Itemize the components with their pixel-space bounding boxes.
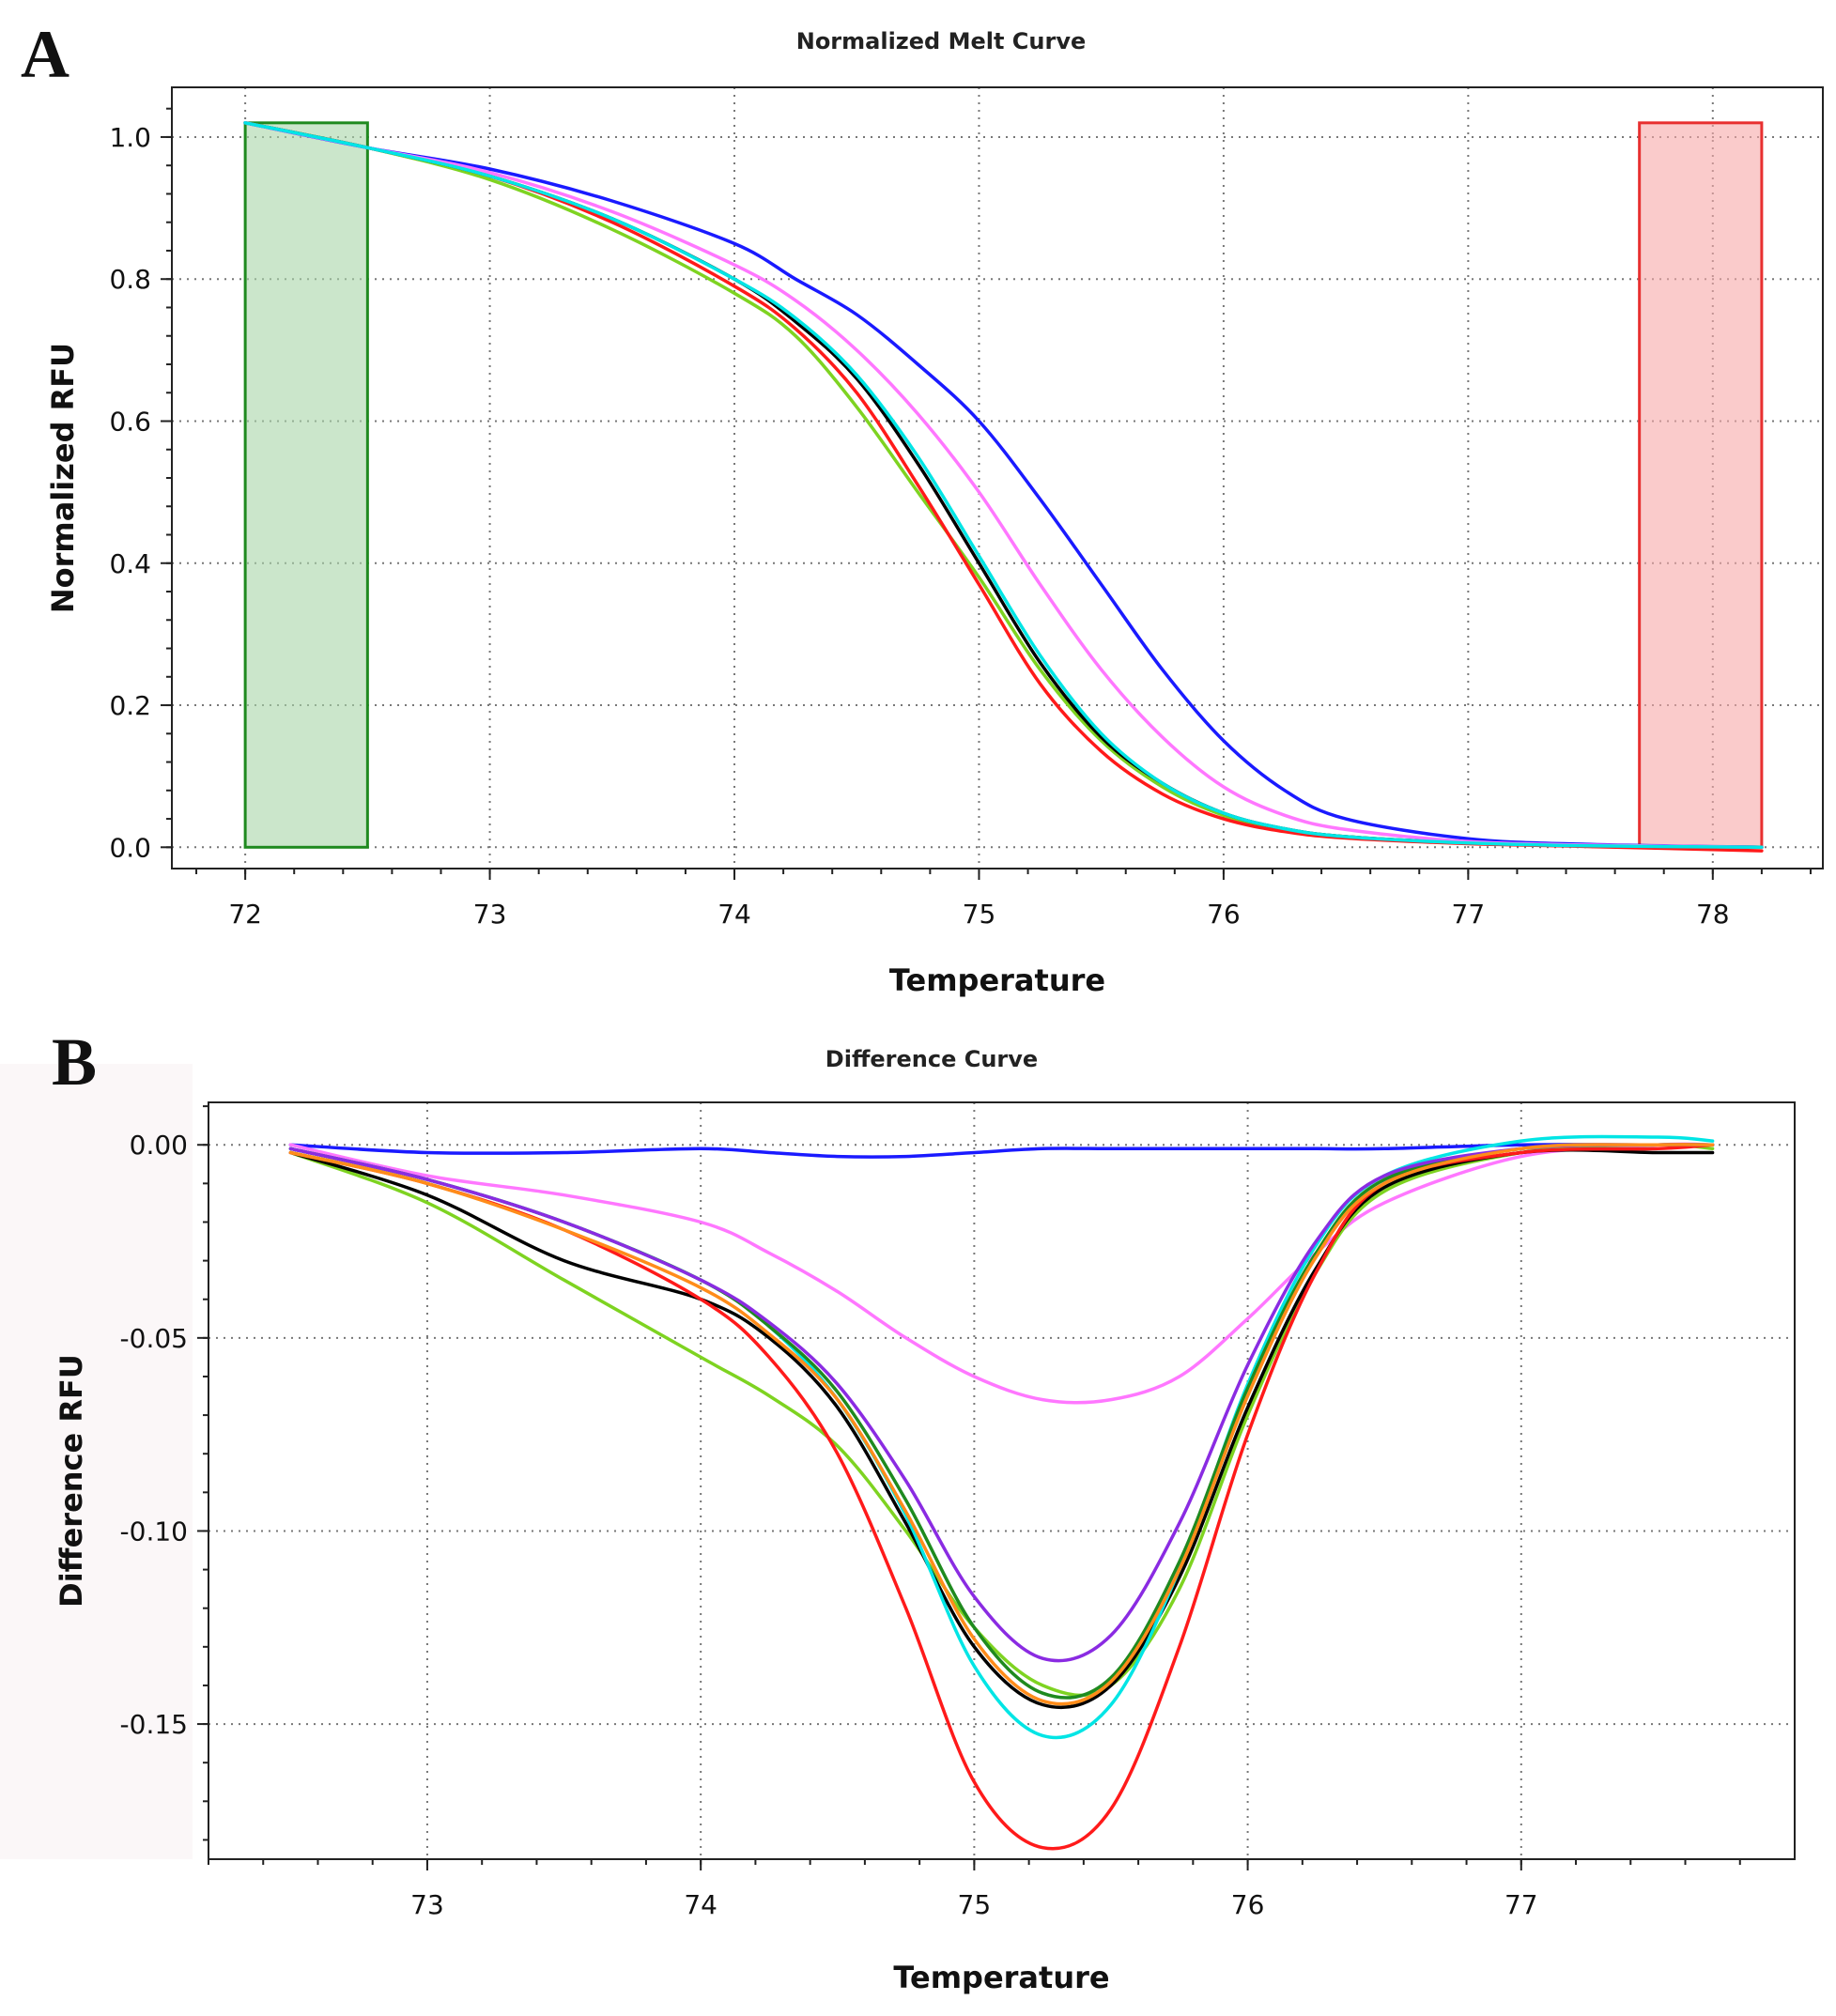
- panel-a-melt-curve: A Normalized Melt Curve 72 73 74 75 76 77 78 0.…: [21, 17, 1824, 998]
- panel-b-difference-curve: B Difference Curve 73 74 75 76 77 0.00 -0.05 -0…: [0, 1024, 1796, 1995]
- panel-b-letter: B: [52, 1024, 97, 1100]
- b-series-cyan: [288, 1134, 1715, 1740]
- a-y-tick-label: 0.8: [109, 264, 151, 295]
- b-y-tick-label: -0.05: [120, 1323, 188, 1354]
- a-series-black: [243, 121, 1764, 850]
- a-x-tick-label: 77: [1452, 899, 1486, 930]
- a-x-tick-label: 78: [1696, 899, 1730, 930]
- panel-b-series: [288, 1134, 1715, 1851]
- a-y-tick-label: 0.6: [109, 406, 151, 437]
- b-series-purple: [288, 1143, 1715, 1663]
- panel-a-x-axis-label: Temperature: [889, 962, 1105, 998]
- a-y-tick-label: 0.4: [109, 548, 151, 579]
- b-series-blue: [288, 1143, 1715, 1159]
- a-series-green: [243, 121, 1764, 850]
- a-x-tick-label: 76: [1207, 899, 1241, 930]
- panel-b-title: Difference Curve: [825, 1046, 1038, 1072]
- a-x-tick-label: 73: [473, 899, 507, 930]
- panel-b-y-axis-label: Difference RFU: [54, 1354, 89, 1608]
- panel-b-ticks: 73 74 75 76 77 0.00 -0.05 -0.10 -0.15: [120, 1105, 1741, 1920]
- b-series-orange: [288, 1143, 1715, 1706]
- b-series-black: [288, 1148, 1715, 1710]
- a-y-tick-label: 0.2: [109, 690, 151, 721]
- b-series-red: [288, 1143, 1715, 1851]
- b-x-tick-label: 73: [410, 1889, 444, 1920]
- panel-b-plot-frame: [208, 1101, 1796, 1860]
- a-x-tick-label: 74: [717, 899, 751, 930]
- b-y-tick-label: 0.00: [130, 1130, 188, 1161]
- b-series-darkgreen: [288, 1143, 1715, 1700]
- panel-b-gridlines: [208, 1102, 1795, 1859]
- panel-a-regions: [243, 121, 1764, 849]
- panel-a-gridlines: [172, 87, 1823, 869]
- panel-b-x-axis-label: Temperature: [893, 1960, 1109, 1995]
- b-y-tick-label: -0.15: [120, 1709, 188, 1740]
- panel-b-ylabel-background: [0, 1064, 193, 1859]
- a-y-tick-label: 1.0: [109, 122, 151, 153]
- panel-a-series: [243, 121, 1764, 853]
- b-x-tick-label: 77: [1504, 1889, 1538, 1920]
- b-series-magenta: [288, 1142, 1715, 1405]
- a-y-tick-label: 0.0: [109, 832, 151, 863]
- a-x-tick-label: 72: [228, 899, 262, 930]
- a-series-red: [243, 121, 1764, 853]
- panel-a-y-axis-label: Normalized RFU: [45, 343, 81, 613]
- panel-a-letter: A: [21, 17, 69, 92]
- a-x-tick-label: 75: [963, 899, 996, 930]
- b-series-green: [288, 1143, 1715, 1698]
- a-region-pre-melt[interactable]: [243, 121, 369, 849]
- a-region-post-melt[interactable]: [1638, 121, 1764, 849]
- b-y-tick-label: -0.10: [120, 1516, 188, 1547]
- b-x-tick-label: 75: [958, 1889, 992, 1920]
- panel-a-plot-frame: [171, 86, 1824, 869]
- b-x-tick-label: 74: [684, 1889, 717, 1920]
- a-series-cyan: [243, 121, 1764, 850]
- b-x-tick-label: 76: [1231, 1889, 1265, 1920]
- panel-a-ticks: 72 73 74 75 76 77 78 0.0 0.2 0.4 0.6 0.8 1.0: [109, 107, 1812, 930]
- a-series-blue: [243, 121, 1764, 850]
- a-series-magenta: [243, 121, 1764, 850]
- panel-a-title: Normalized Melt Curve: [796, 28, 1087, 54]
